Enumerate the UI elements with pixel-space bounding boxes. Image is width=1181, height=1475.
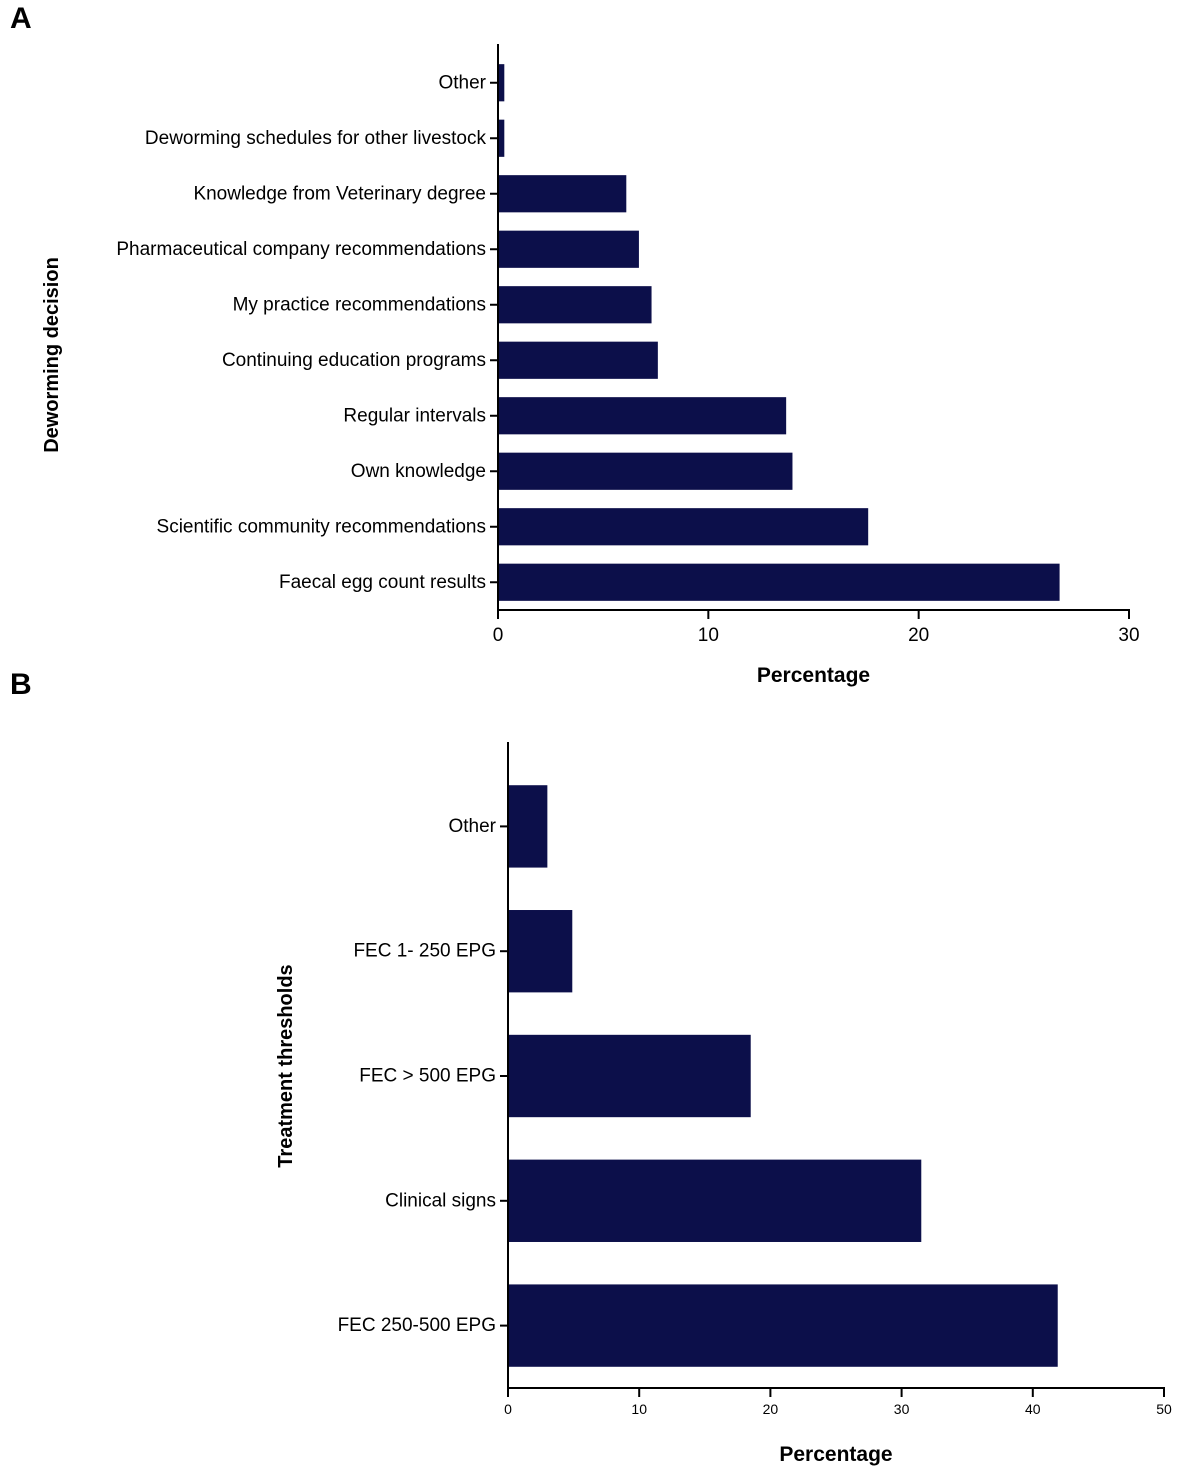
y-tick-label: My practice recommendations xyxy=(233,294,486,315)
panel-label-b: B xyxy=(10,668,32,701)
x-tick-label: 0 xyxy=(493,625,504,646)
y-tick-label: Knowledge from Veterinary degree xyxy=(193,183,486,204)
bar-1 xyxy=(499,64,505,102)
y-tick-label: Pharmaceutical company recommendations xyxy=(116,239,486,260)
y-tick-label: Own knowledge xyxy=(351,461,486,482)
x-tick-label: 10 xyxy=(631,1401,647,1417)
x-axis-title: Percentage xyxy=(757,664,870,687)
y-tick-label: Deworming schedules for other livestock xyxy=(145,128,487,149)
x-axis-title: Percentage xyxy=(779,1443,892,1466)
bar-5 xyxy=(499,286,652,324)
y-tick-label: Clinical signs xyxy=(385,1190,496,1211)
x-tick-label: 10 xyxy=(698,625,719,646)
y-tick-label: FEC 1- 250 EPG xyxy=(353,941,496,962)
x-tick-label: 30 xyxy=(1118,625,1139,646)
y-tick-label: Other xyxy=(438,72,486,93)
bar-2 xyxy=(509,910,573,993)
x-tick-label: 20 xyxy=(763,1401,779,1417)
bar-8 xyxy=(499,452,793,490)
bar-3 xyxy=(509,1034,751,1118)
bar-4 xyxy=(509,1159,922,1242)
bar-1 xyxy=(509,785,548,868)
x-tick-label: 0 xyxy=(504,1401,512,1417)
bar-9 xyxy=(499,508,869,546)
y-tick-label: Regular intervals xyxy=(343,405,486,426)
x-tick-label: 50 xyxy=(1156,1401,1172,1417)
bar-10 xyxy=(499,563,1060,601)
y-tick-label: FEC > 500 EPG xyxy=(359,1066,496,1087)
bar-4 xyxy=(499,230,639,268)
x-tick-label: 20 xyxy=(908,625,929,646)
y-tick-label: Continuing education programs xyxy=(222,350,486,371)
y-tick-label: Other xyxy=(448,816,496,837)
x-tick-label: 40 xyxy=(1025,1401,1041,1417)
bar-2 xyxy=(499,119,505,157)
y-axis-title: Deworming decision xyxy=(41,257,63,453)
y-tick-label: Faecal egg count results xyxy=(279,572,486,593)
y-tick-label: Scientific community recommendations xyxy=(157,516,486,537)
chart-deworming-decision: Other Deworming schedules for other lives… xyxy=(41,44,1140,687)
y-tick-label: FEC 250-500 EPG xyxy=(338,1315,496,1336)
bar-7 xyxy=(499,397,787,435)
x-tick-label: 30 xyxy=(894,1401,910,1417)
bar-3 xyxy=(499,175,627,213)
bar-6 xyxy=(499,341,658,379)
panel-label-a: A xyxy=(10,2,32,35)
y-axis-title: Treatment thresholds xyxy=(275,964,297,1167)
bar-5 xyxy=(509,1284,1058,1367)
